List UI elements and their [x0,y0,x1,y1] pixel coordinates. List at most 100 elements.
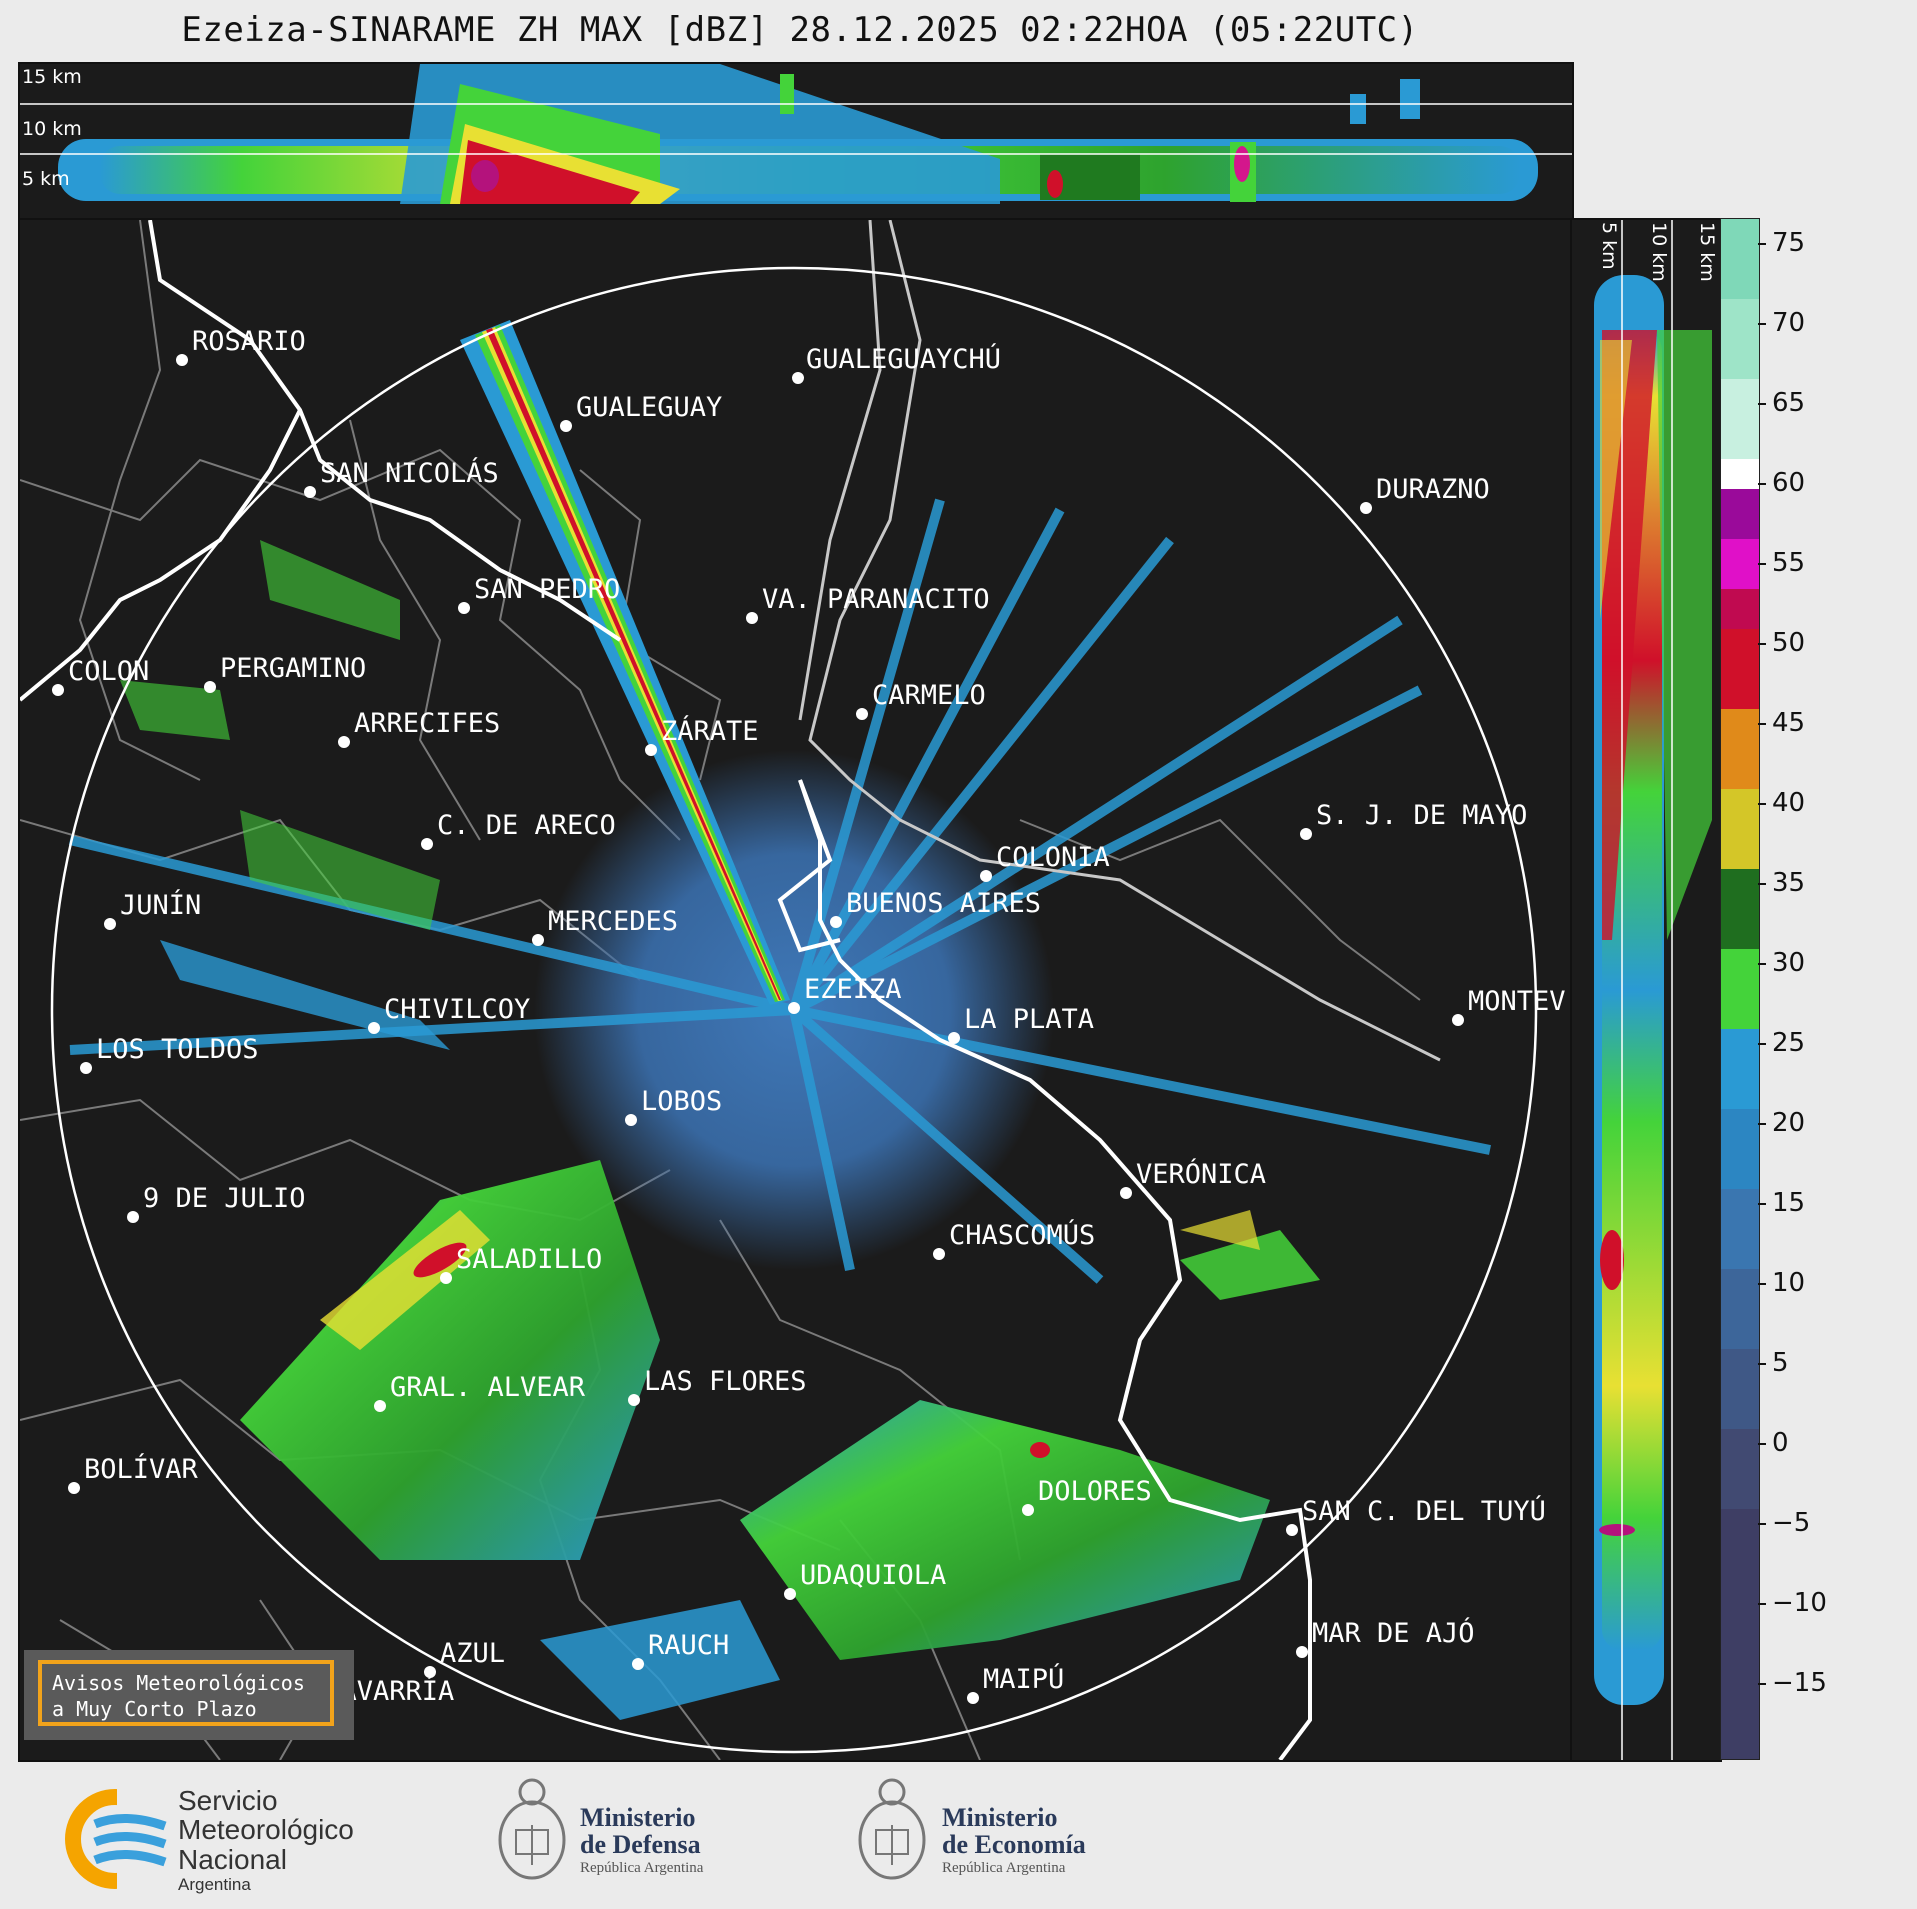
city-label-durazno: DURAZNO [1376,474,1490,505]
economia-line-2: de Economía [942,1830,1086,1860]
cb-label-45: 45 [1772,708,1806,738]
right-alt-label-5km: 5 km [1598,222,1620,270]
colorbar-ticks: 75 70 65 60 55 50 45 40 35 30 25 20 15 1… [1758,218,1858,1758]
se-storm-cells [540,1210,1320,1720]
city-dot-va-paranacito [746,612,758,624]
avisos-box: Avisos Meteorológicos a Muy Corto Plazo [24,1650,354,1740]
city-dot-montevideo [1452,1014,1464,1026]
city-dot-san-c-del-tuyu [1286,1524,1298,1536]
city-label-arrecifes: ARRECIFES [354,708,500,739]
radar-map-svg: ROSARIO GUALEGUAYCHÚ GUALEGUAY SAN NICOL… [20,220,1566,1760]
city-label-bolivar: BOLÍVAR [84,1453,199,1485]
cb-label-minus5: −5 [1772,1508,1811,1538]
city-dot-carmelo [856,708,868,720]
defensa-seal-icon [498,1778,566,1880]
cb-label-60: 60 [1772,468,1806,498]
city-dot-san-nicolas [304,486,316,498]
cb-label-0: 0 [1772,1428,1789,1458]
city-dot-c-de-areco [421,838,433,850]
city-label-veronica: VERÓNICA [1136,1158,1266,1190]
city-label-junin: JUNÍN [120,889,201,921]
city-dot-rauch [632,1658,644,1670]
cb-label-75: 75 [1772,228,1806,258]
city-label-chivilcoy: CHIVILCOY [384,994,530,1025]
colorbar-svg [1721,219,1759,1759]
city-dot-chascomus [933,1248,945,1260]
city-label-los-toldos: LOS TOLDOS [96,1034,259,1065]
cb-label-40: 40 [1772,788,1806,818]
smn-line-2: Meteorológico [178,1814,354,1846]
right-altitude-profile: 5 km 10 km 15 km [1570,218,1722,1762]
smn-line-1: Servicio [178,1785,278,1816]
cb-label-25: 25 [1772,1028,1806,1058]
city-label-montevideo: MONTEV [1468,986,1566,1017]
alt-label-15km: 15 km [22,66,82,88]
city-label-san-c-del-tuyu: SAN C. DEL TUYÚ [1302,1495,1546,1527]
city-dot-rosario [176,354,188,366]
cb-label-65: 65 [1772,388,1806,418]
city-label-rosario: ROSARIO [192,326,306,357]
smn-country: Argentina [178,1875,251,1895]
city-label-gral-alvear: GRAL. ALVEAR [390,1372,586,1403]
city-label-san-pedro: SAN PEDRO [474,574,620,605]
smn-name: Servicio Meteorológico Nacional Argentin… [178,1786,354,1894]
city-dot-chivilcoy [368,1022,380,1034]
city-label-la-plata: LA PLATA [964,1004,1094,1035]
city-dot-arrecifes [338,736,350,748]
city-dot-udaquiola [784,1588,796,1600]
city-label-saladillo: SALADILLO [456,1244,602,1275]
city-label-san-nicolas: SAN NICOLÁS [320,457,499,489]
city-label-zarate: ZÁRATE [661,715,759,747]
city-dot-buenos-aires [830,916,842,928]
defensa-name: Ministerio de Defensa República Argentin… [580,1804,703,1876]
dbz-colorbar [1720,218,1760,1760]
city-dot-san-pedro [458,602,470,614]
city-label-rauch: RAUCH [648,1630,729,1661]
cb-label-35: 35 [1772,868,1806,898]
top-altitude-profile: 15 km 10 km 5 km [18,62,1574,220]
defensa-line-1: Ministerio [580,1803,696,1832]
city-dot-gualeguaychu [792,372,804,384]
city-dot-los-toldos [80,1062,92,1074]
cb-label-55: 55 [1772,548,1806,578]
city-dot-saladillo [440,1272,452,1284]
cb-label-15: 15 [1772,1188,1806,1218]
city-label-carmelo: CARMELO [872,680,986,711]
economia-seal-icon [858,1778,926,1880]
city-label-las-flores: LAS FLORES [644,1366,807,1397]
footer-logos: Servicio Meteorológico Nacional Argentin… [0,1760,1917,1909]
city-label-c-de-areco: C. DE ARECO [437,810,616,841]
city-label-gualeguaychu: GUALEGUAYCHÚ [806,343,1001,375]
city-dot-zarate [645,744,657,756]
city-label-buenos-aires: BUENOS AIRES [846,888,1041,919]
city-label-mar-de-ajo: MAR DE AJÓ [1312,1617,1475,1649]
city-dot-dolores [1022,1504,1034,1516]
city-dot-la-plata [948,1032,960,1044]
city-dot-lobos [625,1114,637,1126]
city-dot-gualeguay [560,420,572,432]
city-dot-pergamino [204,681,216,693]
city-dot-junin [104,918,116,930]
city-label-maipu: MAIPÚ [983,1663,1064,1695]
top-profile-svg [20,64,1572,204]
city-dot-las-flores [628,1394,640,1406]
smn-line-3: Nacional [178,1843,287,1875]
rivers [798,220,1441,1062]
defensa-line-2: de Defensa [580,1830,701,1860]
radar-rays [68,498,1491,1284]
city-label-mercedes: MERCEDES [548,906,678,937]
city-label-ezeiza: EZEIZA [804,974,902,1005]
radar-map: ROSARIO GUALEGUAYCHÚ GUALEGUAY SAN NICOL… [18,218,1574,1762]
economia-sub: República Argentina [942,1859,1066,1876]
cb-label-70: 70 [1772,308,1806,338]
city-label-sj-de-mayo: S. J. DE MAYO [1316,800,1527,831]
city-dot-maipu [967,1692,979,1704]
city-markers: ROSARIO GUALEGUAYCHÚ GUALEGUAY SAN NICOL… [52,326,1566,1718]
city-label-dolores: DOLORES [1038,1476,1152,1507]
radar-title: Ezeiza-SINARAME ZH MAX [dBZ] 28.12.2025 … [181,10,1419,50]
cb-label-50: 50 [1772,628,1806,658]
right-alt-label-10km: 10 km [1648,222,1670,282]
city-dot-colon [52,684,64,696]
city-label-9-de-julio: 9 DE JULIO [143,1183,306,1214]
city-label-udaquiola: UDAQUIOLA [800,1560,946,1591]
